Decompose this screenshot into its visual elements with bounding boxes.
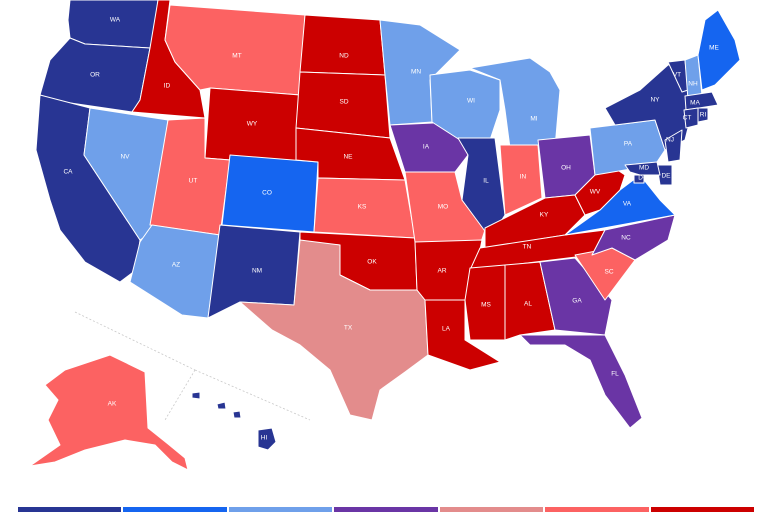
state-ct[interactable] [683, 107, 699, 129]
state-tx[interactable] [239, 239, 429, 421]
state-de[interactable] [656, 164, 673, 186]
state-wa[interactable] [67, 0, 159, 49]
category-legend-bar [18, 507, 754, 512]
legend-solid-republican-swatch [650, 507, 754, 512]
state-dc[interactable] [633, 174, 645, 184]
legend-tossup-swatch [334, 507, 438, 512]
state-nd[interactable] [299, 14, 386, 76]
state-nj[interactable] [664, 129, 683, 163]
state-in[interactable] [499, 144, 543, 216]
state-al[interactable] [504, 261, 556, 341]
state-md[interactable] [624, 161, 661, 176]
state-fl[interactable] [519, 334, 643, 429]
state-co[interactable] [221, 154, 319, 233]
state-ny[interactable] [604, 61, 691, 151]
state-ma[interactable] [684, 91, 719, 111]
state-ri[interactable] [697, 107, 709, 123]
legend-solid-democrat-swatch [18, 507, 122, 512]
state-hi[interactable] [191, 391, 277, 451]
state-me[interactable] [697, 9, 741, 91]
state-wi[interactable] [429, 69, 501, 141]
state-nc[interactable] [591, 214, 676, 261]
legend-lean-democrat-swatch [228, 507, 333, 512]
legend-likely-republican-swatch [545, 507, 649, 512]
hawaii-inset-divider [194, 369, 311, 421]
legend-likely-democrat-swatch [123, 507, 227, 512]
state-ms[interactable] [464, 264, 506, 341]
state-az[interactable] [129, 224, 221, 319]
legend-tilt-republican-swatch [439, 507, 544, 512]
state-ks[interactable] [313, 177, 416, 239]
state-ga[interactable] [539, 257, 613, 336]
state-sd[interactable] [295, 71, 391, 139]
state-ak[interactable] [29, 354, 189, 471]
alaska-inset-divider [164, 369, 196, 421]
state-wy[interactable] [204, 87, 301, 166]
